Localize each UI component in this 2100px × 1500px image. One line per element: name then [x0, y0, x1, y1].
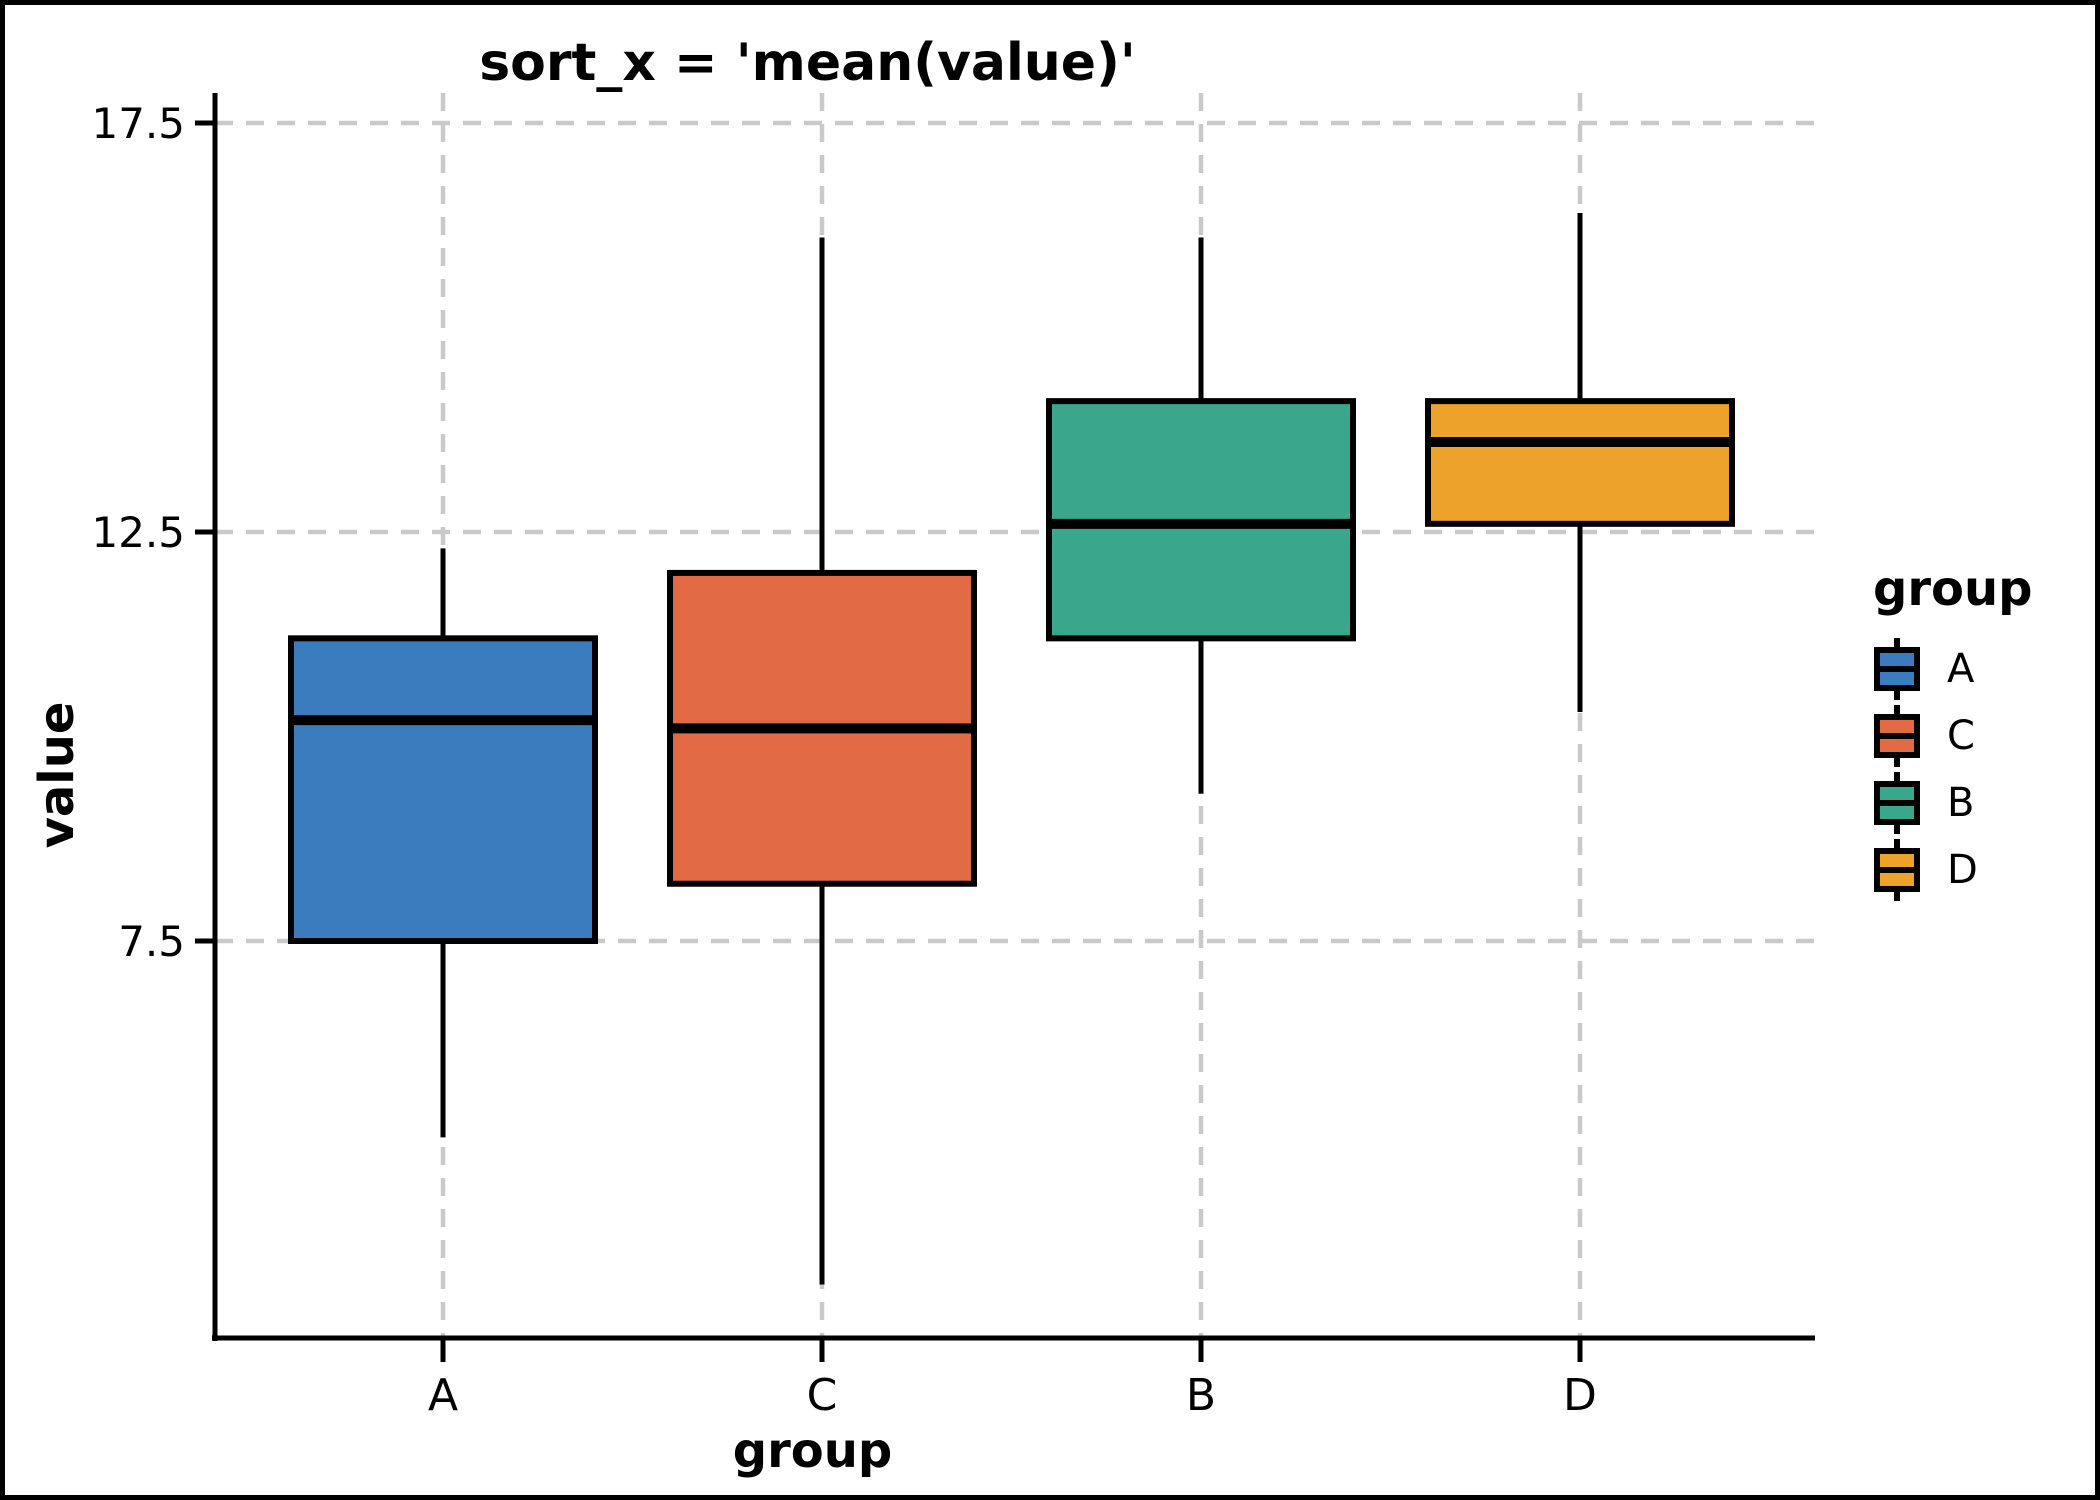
chart-title: sort_x = 'mean(value)': [479, 33, 1136, 93]
y-tick-label-12.5: 12.5: [91, 508, 185, 557]
box-A: [288, 635, 598, 945]
legend-item-label: D: [1947, 846, 1978, 893]
legend-boxplot-icon: [1874, 704, 1920, 767]
x-tick-label-D: D: [1563, 1370, 1597, 1421]
x-tick-label-C: C: [807, 1370, 838, 1421]
x-tick-label-A: A: [428, 1370, 458, 1421]
y-tick-label-17.5: 17.5: [91, 99, 185, 148]
legend-item-C: C: [1873, 702, 2093, 769]
plot-canvas: 7.5 12.5 17.5 A C B D: [91, 93, 1815, 1421]
legend-boxplot-icon: [1874, 838, 1920, 901]
y-tick-label-7.5: 7.5: [118, 917, 185, 966]
x-tick-label-B: B: [1186, 1370, 1216, 1421]
legend-boxplot-icon: [1874, 637, 1920, 700]
legend-boxplot-icon: [1874, 771, 1920, 834]
legend-item-A: A: [1873, 635, 2093, 702]
x-axis-label: group: [732, 1423, 893, 1479]
legend-item-label: B: [1947, 779, 1975, 826]
legend-item-label: C: [1947, 712, 1975, 759]
legend-item-label: A: [1947, 645, 1975, 692]
legend-item-B: B: [1873, 769, 2093, 836]
legend-item-D: D: [1873, 836, 2093, 903]
legend-title: group: [1873, 561, 2033, 617]
box-D: [1425, 398, 1735, 527]
